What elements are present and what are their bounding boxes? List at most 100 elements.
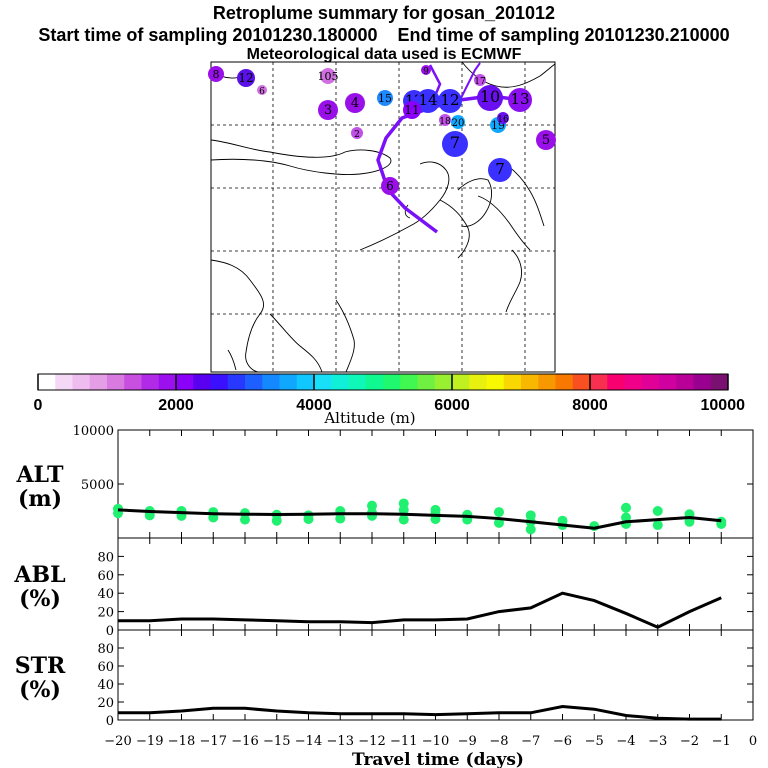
trajectory-line-east [459,62,481,101]
colorbar-swatch [607,374,625,390]
map-marker-dot [237,69,255,87]
met-data-label: Meteorological data used is ECMWF [246,46,522,63]
colorbar-swatch [314,374,332,390]
map-marker: 20 [451,115,465,129]
altitude-colorbar: 0 2000 4000 6000 8000 10000 Altitude (m) [34,373,745,427]
colorbar-swatch [641,374,660,390]
colorbar-swatch [538,374,556,390]
colorbar-swatch [245,374,263,390]
map-marker: 3 [318,100,338,120]
panel-label-unit: (%) [19,586,61,612]
y-tick-label: 80 [97,642,114,657]
panel-frame [117,629,754,721]
alt-point [684,516,695,527]
x-tick-label: −18 [168,734,195,749]
map-marker: 4 [345,93,365,113]
map-marker-label: 12 [238,71,253,85]
map-marker-dot [536,130,556,150]
map-marker-dot [377,90,393,106]
colorbar-tick-label: 6000 [434,397,470,414]
y-tick-label: 0 [106,714,114,729]
colorbar-swatch [38,374,56,390]
x-axis-title: Travel time (days) [352,750,524,768]
start-time-label: Start time of sampling 20101230.180000 [38,25,378,45]
end-time-label: End time of sampling 20101230.210000 [397,25,730,45]
y-tick-label: 20 [97,696,114,711]
x-tick-label: −10 [422,734,449,749]
map-marker-dot [488,158,512,182]
map-marker: 2 [351,127,363,140]
map-marker: 5 [536,130,556,150]
colorbar-swatch [227,374,246,390]
x-tick-label: −12 [358,734,385,749]
y-tick-label: 60 [97,660,114,675]
colorbar-swatch [693,374,712,390]
panel-label-unit: (%) [19,677,61,703]
colorbar-swatch [72,374,91,390]
panel-label-unit: (m) [18,486,62,512]
x-tick-label: −16 [231,734,258,749]
x-tick-label: −2 [680,734,699,749]
colorbar-swatch [486,374,505,390]
colorbar-swatch [383,374,401,390]
colorbar-swatch [400,374,418,390]
map-marker-label: 2 [354,130,360,140]
map-marker-label: 17 [474,77,486,87]
x-tick-label: −14 [295,734,322,749]
map-marker-label: 11 [404,103,419,117]
colorbar-swatch [210,374,229,390]
colorbar-swatch [417,374,436,390]
alt-point [240,514,250,525]
alt-point [303,514,314,525]
map-marker: 14 [416,89,440,113]
x-tick-label: −11 [390,734,417,749]
map-marker-dot [508,88,532,112]
map-marker: 16 [497,112,509,125]
x-tick-label: −7 [521,734,540,749]
colorbar-swatch [55,374,73,390]
map-marker-dot [416,89,440,113]
colorbar-swatch [331,374,349,390]
map-marker-dot [438,89,462,113]
map-marker-label: 3 [324,103,332,118]
panel-str: 0 20 40 60 80 STR(%) [15,629,754,729]
y-tick-label: 80 [97,550,114,565]
map-marker-label: 15 [378,92,392,105]
map-frame [210,61,556,373]
map-marker-label: 16 [497,115,509,125]
x-tick-label: −9 [458,734,477,749]
colorbar-swatch [262,374,280,390]
y-tick-label: 40 [97,587,114,602]
map-marker: 17 [474,74,486,87]
map-marker-dot [403,101,421,119]
alt-point [367,500,377,511]
alt-point [494,517,504,528]
map-marker-label: 8 [213,68,220,81]
map-marker: 105 [318,68,339,84]
colorbar-swatch [193,374,211,390]
y-tick-label: 10000 [73,424,114,439]
colorbar-swatch [659,374,677,390]
map-marker: 6 [381,177,399,195]
x-tick-label: −13 [327,734,354,749]
panel-label: ABL [13,562,65,588]
colorbar-tick-label: 0 [34,397,43,414]
map-marker-dot [381,177,399,195]
colorbar-swatch [624,374,643,390]
alt-point [652,520,663,531]
map-marker-label: 4 [351,96,359,111]
y-tick-label: 5000 [81,478,114,493]
colorbar-swatch [503,374,522,390]
map-marker-label: 6 [259,87,265,97]
map-marker-label: 10 [480,87,500,106]
map-marker-dot [439,114,451,126]
colorbar-tick-label: 4000 [296,397,332,414]
alt-point [621,512,631,523]
map-marker-dot [257,85,267,95]
map-marker-label: 13 [510,90,529,108]
x-tick-label: −6 [553,734,572,749]
colorbar-swatch [176,374,194,390]
map-marker-dot [497,112,509,124]
